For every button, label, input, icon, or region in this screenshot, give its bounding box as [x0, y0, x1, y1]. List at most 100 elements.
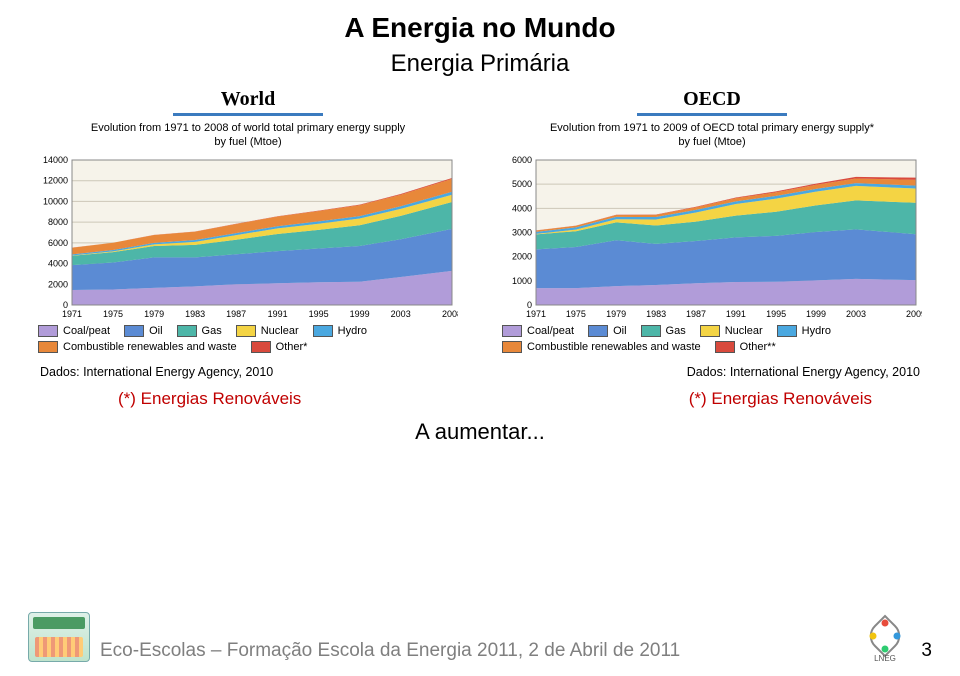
legend-swatch-icon: [38, 341, 58, 353]
oecd-caption-2: by fuel (Mtoe): [678, 136, 745, 148]
legend-item-other: Other**: [715, 341, 776, 353]
svg-text:2003: 2003: [846, 309, 866, 319]
legend-swatch-icon: [715, 341, 735, 353]
lneg-logo-icon: LNEG: [861, 612, 909, 662]
legend-label: Oil: [613, 325, 626, 337]
svg-text:1991: 1991: [268, 309, 288, 319]
svg-text:2000: 2000: [48, 279, 68, 289]
legend-item-renew: Combustible renewables and waste: [502, 341, 701, 353]
svg-text:1975: 1975: [566, 309, 586, 319]
svg-text:3000: 3000: [512, 227, 532, 237]
legend-item-oil: Oil: [588, 325, 626, 337]
eco-escolas-badge-icon: [28, 612, 90, 662]
world-heading-underline: [173, 113, 323, 116]
source-right: Dados: International Energy Agency, 2010: [687, 365, 920, 379]
svg-text:1999: 1999: [350, 309, 370, 319]
legend-swatch-icon: [502, 325, 522, 337]
svg-text:1995: 1995: [309, 309, 329, 319]
svg-text:1979: 1979: [144, 309, 164, 319]
world-caption-2: by fuel (Mtoe): [214, 136, 281, 148]
svg-text:1000: 1000: [512, 275, 532, 285]
oecd-chart-caption: Evolution from 1971 to 2009 of OECD tota…: [550, 122, 874, 150]
oecd-caption-1: Evolution from 1971 to 2009 of OECD tota…: [550, 122, 874, 134]
oecd-legend: Coal/peat Oil Gas Nuclear Hydro Combustible r…: [502, 325, 922, 353]
world-caption-1: Evolution from 1971 to 2008 of world tot…: [91, 122, 405, 134]
sources-row: Dados: International Energy Agency, 2010…: [28, 365, 932, 379]
legend-label: Other*: [276, 341, 308, 353]
world-chart-col: World Evolution from 1971 to 2008 of wor…: [28, 88, 468, 353]
slide-subtitle: Energia Primária: [28, 50, 932, 78]
legend-item-hydro: Hydro: [777, 325, 831, 337]
legend-label: Nuclear: [261, 325, 299, 337]
legend-label: Combustible renewables and waste: [527, 341, 701, 353]
oecd-plot: 0100020003000400050006000197119751979198…: [502, 156, 922, 321]
legend-swatch-icon: [313, 325, 333, 337]
legend-label: Gas: [666, 325, 686, 337]
legend-swatch-icon: [700, 325, 720, 337]
svg-text:4000: 4000: [512, 203, 532, 213]
svg-text:4000: 4000: [48, 258, 68, 268]
legend-label: Combustible renewables and waste: [63, 341, 237, 353]
legend-label: Hydro: [338, 325, 367, 337]
oecd-heading-underline: [637, 113, 787, 116]
page-number: 3: [921, 640, 932, 662]
svg-text:10000: 10000: [43, 196, 68, 206]
legend-swatch-icon: [236, 325, 256, 337]
legend-swatch-icon: [124, 325, 144, 337]
svg-text:1971: 1971: [526, 309, 546, 319]
svg-text:5000: 5000: [512, 179, 532, 189]
legend-swatch-icon: [641, 325, 661, 337]
legend-label: Coal/peat: [527, 325, 574, 337]
svg-text:2009: 2009: [906, 309, 922, 319]
svg-text:1983: 1983: [185, 309, 205, 319]
legend-item-nuclear: Nuclear: [700, 325, 763, 337]
legend-item-gas: Gas: [177, 325, 222, 337]
renov-right: (*) Energias Renováveis: [689, 389, 872, 409]
svg-text:6000: 6000: [48, 237, 68, 247]
legend-item-gas: Gas: [641, 325, 686, 337]
legend-swatch-icon: [588, 325, 608, 337]
legend-item-oil: Oil: [124, 325, 162, 337]
footer-right: LNEG 3: [861, 612, 932, 662]
svg-text:8000: 8000: [48, 217, 68, 227]
svg-text:6000: 6000: [512, 156, 532, 165]
footer: Eco-Escolas – Formação Escola da Energia…: [0, 612, 960, 662]
oecd-chart-col: OECD Evolution from 1971 to 2009 of OECD…: [492, 88, 932, 353]
legend-swatch-icon: [38, 325, 58, 337]
oecd-chart-heading: OECD: [683, 88, 741, 111]
legend-label: Nuclear: [725, 325, 763, 337]
svg-text:LNEG: LNEG: [875, 654, 897, 662]
world-chart-caption: Evolution from 1971 to 2008 of world tot…: [91, 122, 405, 150]
legend-label: Hydro: [802, 325, 831, 337]
aumentar-text: A aumentar...: [28, 419, 932, 445]
footer-left: Eco-Escolas – Formação Escola da Energia…: [28, 612, 680, 662]
svg-text:1999: 1999: [806, 309, 826, 319]
world-chart-heading: World: [221, 88, 275, 111]
legend-swatch-icon: [777, 325, 797, 337]
world-legend: Coal/peat Oil Gas Nuclear Hydro Combustible r…: [38, 325, 458, 353]
source-left: Dados: International Energy Agency, 2010: [40, 365, 273, 379]
legend-item-other: Other*: [251, 341, 308, 353]
legend-item-nuclear: Nuclear: [236, 325, 299, 337]
svg-text:1987: 1987: [686, 309, 706, 319]
svg-text:2003: 2003: [391, 309, 411, 319]
svg-text:1975: 1975: [103, 309, 123, 319]
legend-item-coal: Coal/peat: [38, 325, 110, 337]
legend-label: Gas: [202, 325, 222, 337]
svg-text:2000: 2000: [512, 251, 532, 261]
svg-text:2008: 2008: [442, 309, 458, 319]
svg-text:1979: 1979: [606, 309, 626, 319]
svg-text:1987: 1987: [226, 309, 246, 319]
svg-text:12000: 12000: [43, 175, 68, 185]
legend-item-renew: Combustible renewables and waste: [38, 341, 237, 353]
svg-text:1991: 1991: [726, 309, 746, 319]
svg-text:1983: 1983: [646, 309, 666, 319]
svg-text:1971: 1971: [62, 309, 82, 319]
renov-row: (*) Energias Renováveis (*) Energias Ren…: [28, 389, 932, 409]
slide: A Energia no Mundo Energia Primária Worl…: [0, 0, 960, 676]
legend-label: Coal/peat: [63, 325, 110, 337]
renov-left: (*) Energias Renováveis: [118, 389, 301, 409]
svg-text:14000: 14000: [43, 156, 68, 165]
legend-item-coal: Coal/peat: [502, 325, 574, 337]
legend-swatch-icon: [251, 341, 271, 353]
